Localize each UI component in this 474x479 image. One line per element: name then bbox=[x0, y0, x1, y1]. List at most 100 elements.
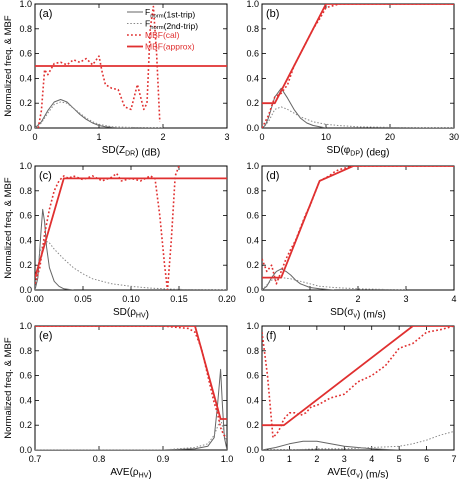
panel-d: 0 1 2 3 4 0.0 0.2 0.4 0.6 0.8 1.0 (d) SD(σv) (m/s) bbox=[246, 161, 456, 321]
x-axis-label: AVE(ρHV) bbox=[110, 467, 151, 479]
series-group bbox=[262, 326, 454, 450]
y-tick-label: 1.0 bbox=[246, 161, 259, 171]
y-tick-label: 0.0 bbox=[19, 123, 32, 133]
panel-label: (f) bbox=[266, 330, 276, 342]
x-tick-label: 5 bbox=[397, 454, 402, 464]
y-tick-label: 0.6 bbox=[246, 49, 259, 59]
y-tick-label: 0.0 bbox=[246, 285, 259, 295]
x-tick-label: 7 bbox=[451, 454, 456, 464]
x-tick-label: 0 bbox=[32, 132, 37, 142]
legend-entry: MBF(cal) bbox=[145, 30, 180, 40]
series-solid-red bbox=[262, 166, 454, 279]
x-tick-label: 2 bbox=[314, 454, 319, 464]
y-tick-label: 0.6 bbox=[19, 211, 32, 221]
x-tick-label: 2 bbox=[160, 132, 165, 142]
panel-f: 0 1 2 3 4 5 6 7 0.0 0.2 0.4 0.6 0.8 1.0 (f) AVE(σv) (m/… bbox=[246, 321, 456, 479]
y-tick-label: 0.4 bbox=[246, 235, 259, 245]
x-tick-label: 4 bbox=[451, 294, 456, 304]
legend-entry: Fnorm(1st-trip) bbox=[145, 7, 195, 20]
y-tick-label: 1.0 bbox=[19, 0, 32, 9]
x-tick-label: 0.10 bbox=[122, 294, 140, 304]
panel-label: (e) bbox=[39, 330, 52, 342]
series-dotted-gray bbox=[262, 430, 454, 450]
y-tick-label: 0.0 bbox=[246, 445, 259, 455]
x-tick-label: 0.8 bbox=[93, 454, 106, 464]
series-solid-gray bbox=[262, 440, 400, 450]
y-tick-label: 1.0 bbox=[246, 0, 259, 9]
x-tick-label: 10 bbox=[321, 132, 331, 142]
series-group bbox=[35, 166, 227, 290]
series-solid-red bbox=[35, 326, 227, 420]
y-tick-label: 0.6 bbox=[19, 49, 32, 59]
y-tick-label: 0.2 bbox=[19, 98, 32, 108]
panel-label: (a) bbox=[39, 8, 52, 20]
x-axis-label: AVE(σv) (m/s) bbox=[327, 467, 388, 479]
x-axis-label: SD(φDP) (deg) bbox=[327, 145, 390, 159]
series-dotted-gray bbox=[35, 418, 227, 450]
y-tick-label: 0.2 bbox=[246, 260, 259, 270]
x-tick-label: 0.7 bbox=[29, 454, 42, 464]
legend-entry: MBF(approx) bbox=[145, 42, 195, 52]
y-tick-label: 0.4 bbox=[19, 395, 32, 405]
panel-label: (b) bbox=[266, 8, 279, 20]
series-dotted-gray bbox=[35, 239, 227, 290]
series-group bbox=[35, 326, 227, 450]
x-tick-label: 1 bbox=[96, 132, 101, 142]
panel-label: (c) bbox=[39, 170, 52, 182]
plot-frame bbox=[34, 325, 228, 451]
y-tick-label: 0.0 bbox=[19, 285, 32, 295]
panel-label: (d) bbox=[266, 170, 279, 182]
x-tick-label: 0.9 bbox=[157, 454, 170, 464]
plot-frame bbox=[261, 325, 455, 451]
x-tick-label: 1 bbox=[287, 454, 292, 464]
x-axis-label: SD(ρHV) bbox=[113, 307, 149, 321]
series-dotted-gray bbox=[262, 277, 407, 290]
y-axis-label: Normalized freq. & MBF bbox=[3, 15, 14, 117]
x-tick-label: 3 bbox=[403, 294, 408, 304]
y-tick-label: 0.2 bbox=[246, 420, 259, 430]
y-tick-label: 0.8 bbox=[19, 186, 32, 196]
y-tick-label: 0.4 bbox=[19, 73, 32, 83]
y-axis-label: Normalized freq. & MBF bbox=[3, 337, 14, 439]
series-dotted-gray bbox=[35, 101, 163, 128]
y-tick-label: 0.6 bbox=[19, 371, 32, 381]
series-solid-gray bbox=[262, 268, 335, 290]
series-dotted-red bbox=[37, 5, 161, 128]
y-tick-label: 0.6 bbox=[246, 371, 259, 381]
x-tick-label: 1.0 bbox=[221, 454, 234, 464]
y-tick-label: 0.8 bbox=[246, 24, 259, 34]
panel-b: 0 10 20 30 0.0 0.2 0.4 0.6 0.8 1.0 (b) SD(φDP) (deg… bbox=[246, 0, 459, 159]
x-tick-label: 0 bbox=[259, 454, 264, 464]
x-tick-label: 1 bbox=[307, 294, 312, 304]
y-tick-label: 0.2 bbox=[19, 260, 32, 270]
series-group bbox=[262, 166, 454, 290]
plot-frame bbox=[261, 165, 455, 291]
series-group bbox=[35, 5, 227, 128]
panel-c: 0.00 0.05 0.10 0.15 0.20 0.0 0.2 0.4 0.6 0.8 1.0 (c… bbox=[3, 161, 236, 321]
y-tick-label: 0.6 bbox=[246, 211, 259, 221]
panel-a: 0 1 2 3 0.0 0.2 0.4 0.6 0.8 1.0 (a) SD(ZDR) (dB) Nor… bbox=[3, 0, 230, 159]
y-tick-label: 0.8 bbox=[246, 346, 259, 356]
x-tick-label: 0.15 bbox=[170, 294, 188, 304]
series-dotted-gray bbox=[262, 106, 454, 128]
y-tick-label: 0.4 bbox=[246, 73, 259, 83]
y-tick-label: 0.2 bbox=[246, 98, 259, 108]
y-tick-label: 1.0 bbox=[19, 321, 32, 331]
legend-entry: Fnorm(2nd-trip) bbox=[145, 19, 198, 32]
y-tick-label: 0.0 bbox=[246, 123, 259, 133]
series-solid-gray bbox=[35, 368, 227, 450]
x-tick-label: 3 bbox=[224, 132, 229, 142]
x-tick-label: 6 bbox=[424, 454, 429, 464]
y-tick-label: 0.8 bbox=[19, 346, 32, 356]
y-tick-label: 0.0 bbox=[19, 445, 32, 455]
y-tick-label: 1.0 bbox=[19, 161, 32, 171]
x-axis-label: SD(σv) (m/s) bbox=[330, 307, 386, 321]
x-tick-label: 30 bbox=[449, 132, 459, 142]
series-dotted-red bbox=[35, 326, 227, 439]
x-axis-label: SD(ZDR) (dB) bbox=[102, 145, 160, 159]
y-tick-label: 1.0 bbox=[246, 321, 259, 331]
x-tick-label: 3 bbox=[342, 454, 347, 464]
y-tick-label: 0.4 bbox=[246, 395, 259, 405]
x-tick-label: 0 bbox=[259, 132, 264, 142]
